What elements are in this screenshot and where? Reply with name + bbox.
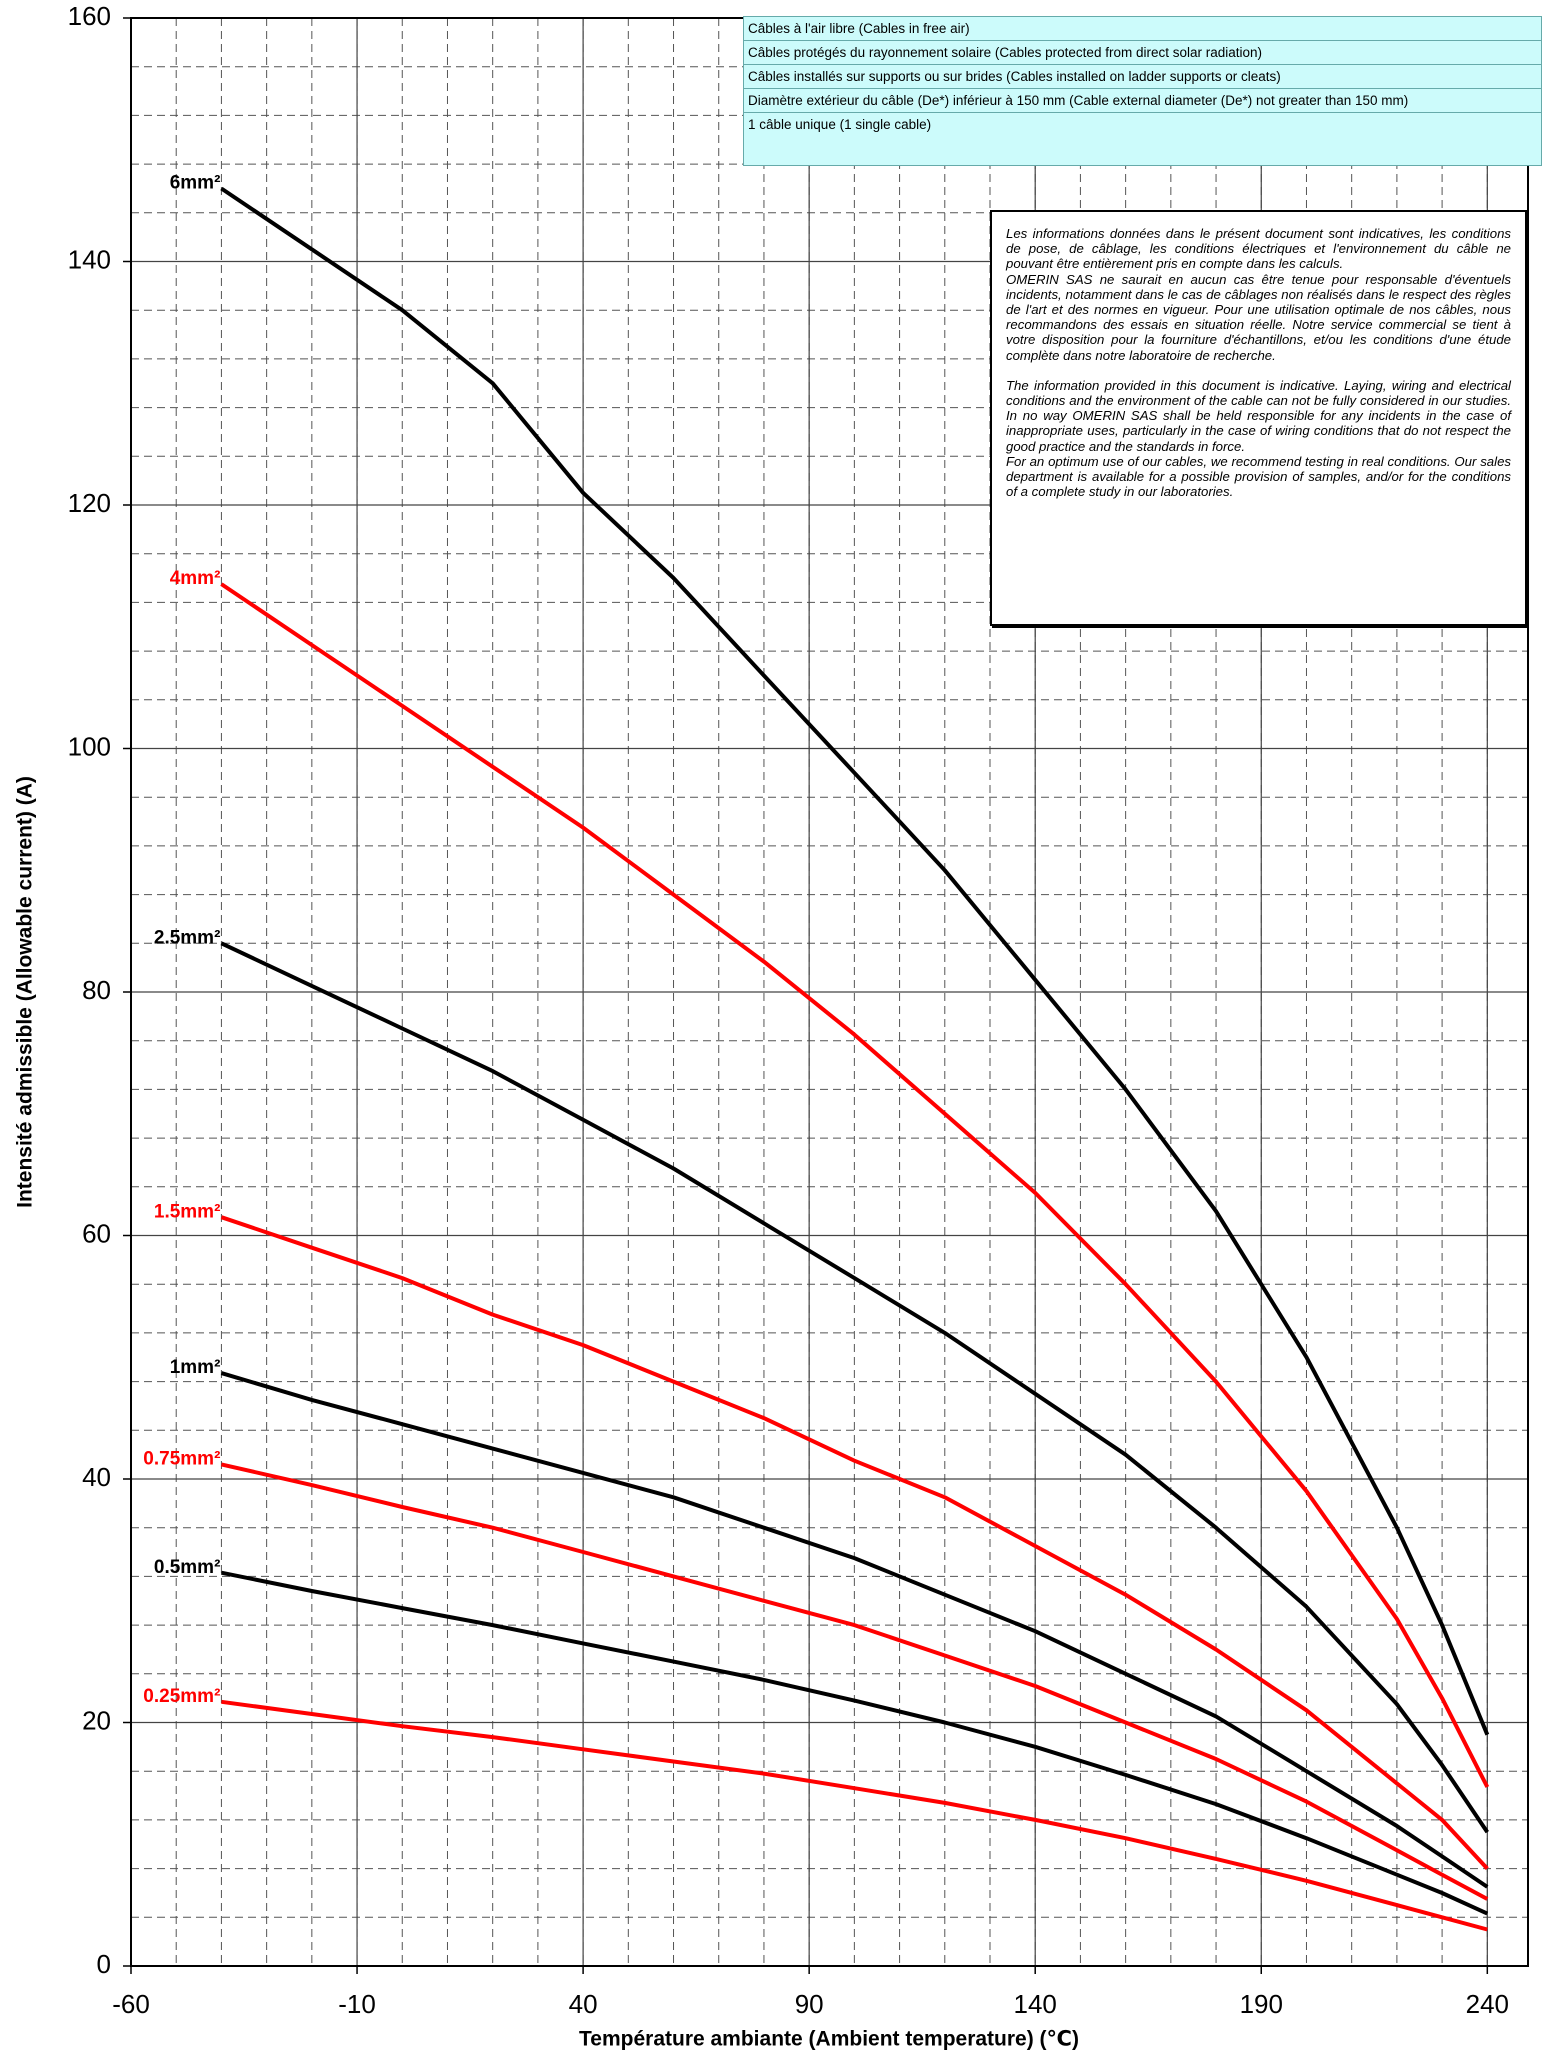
curve	[220, 1215, 1489, 1870]
series-label: 0.25mm²	[143, 1686, 220, 1707]
series-label: 1mm²	[170, 1357, 221, 1378]
x-tick-label: 140	[1014, 1989, 1057, 2019]
disclaimer-text: The information provided in this documen…	[1006, 377, 1511, 454]
y-tick-label: 60	[82, 1218, 111, 1248]
y-tick-label: 20	[82, 1705, 111, 1735]
x-tick-label: 90	[795, 1989, 824, 2019]
series-label: 0.75mm²	[143, 1448, 220, 1469]
disclaimer-box: Les informations données dans le présent…	[990, 210, 1527, 626]
condition-row: Câbles protégés du rayonnement solaire (…	[744, 41, 1541, 65]
curve	[220, 582, 1490, 1788]
condition-row: Câbles installés sur supports ou sur bri…	[744, 65, 1541, 89]
series-label: 4mm²	[170, 568, 221, 589]
curve	[221, 1570, 1489, 1916]
curve	[221, 1699, 1488, 1932]
series-label: 6mm²	[170, 172, 221, 193]
x-tick-label: 240	[1466, 1989, 1509, 2019]
y-tick-label: 160	[68, 1, 111, 31]
curve	[220, 1462, 1489, 1901]
y-axis-label: Intensité admissible (Allowable current)…	[14, 776, 37, 1208]
curve	[220, 186, 1490, 1736]
series-label: 0.5mm²	[154, 1557, 221, 1578]
series-label: 1.5mm²	[154, 1201, 221, 1222]
curve	[220, 1371, 1489, 1889]
y-tick-label: 140	[68, 244, 111, 274]
conditions-box: Câbles à l'air libre (Cables in free air…	[743, 16, 1542, 166]
y-tick-label: 100	[68, 731, 111, 761]
y-tick-label: 80	[82, 975, 111, 1005]
disclaimer-text: For an optimum use of our cables, we rec…	[1006, 453, 1511, 500]
y-tick-label: 0	[97, 1949, 111, 1979]
y-tick-label: 120	[68, 488, 111, 518]
x-tick-label: 40	[569, 1989, 598, 2019]
curve	[220, 941, 1489, 1834]
condition-row: 1 câble unique (1 single cable)	[748, 117, 932, 132]
series-label: 2.5mm²	[154, 927, 221, 948]
x-axis-label: Température ambiante (Ambient temperatur…	[579, 2028, 1079, 2051]
x-tick-label: -60	[112, 1989, 150, 2019]
y-tick-label: 40	[82, 1462, 111, 1492]
condition-row: Câbles à l'air libre (Cables in free air…	[744, 17, 1541, 41]
disclaimer-text: OMERIN SAS ne saurait en aucun cas être …	[1006, 271, 1511, 363]
x-tick-label: 190	[1240, 1989, 1283, 2019]
condition-row: Diamètre extérieur du câble (De*) inféri…	[744, 89, 1541, 113]
disclaimer-text: Les informations données dans le présent…	[1006, 226, 1511, 272]
x-tick-label: -10	[338, 1989, 376, 2019]
